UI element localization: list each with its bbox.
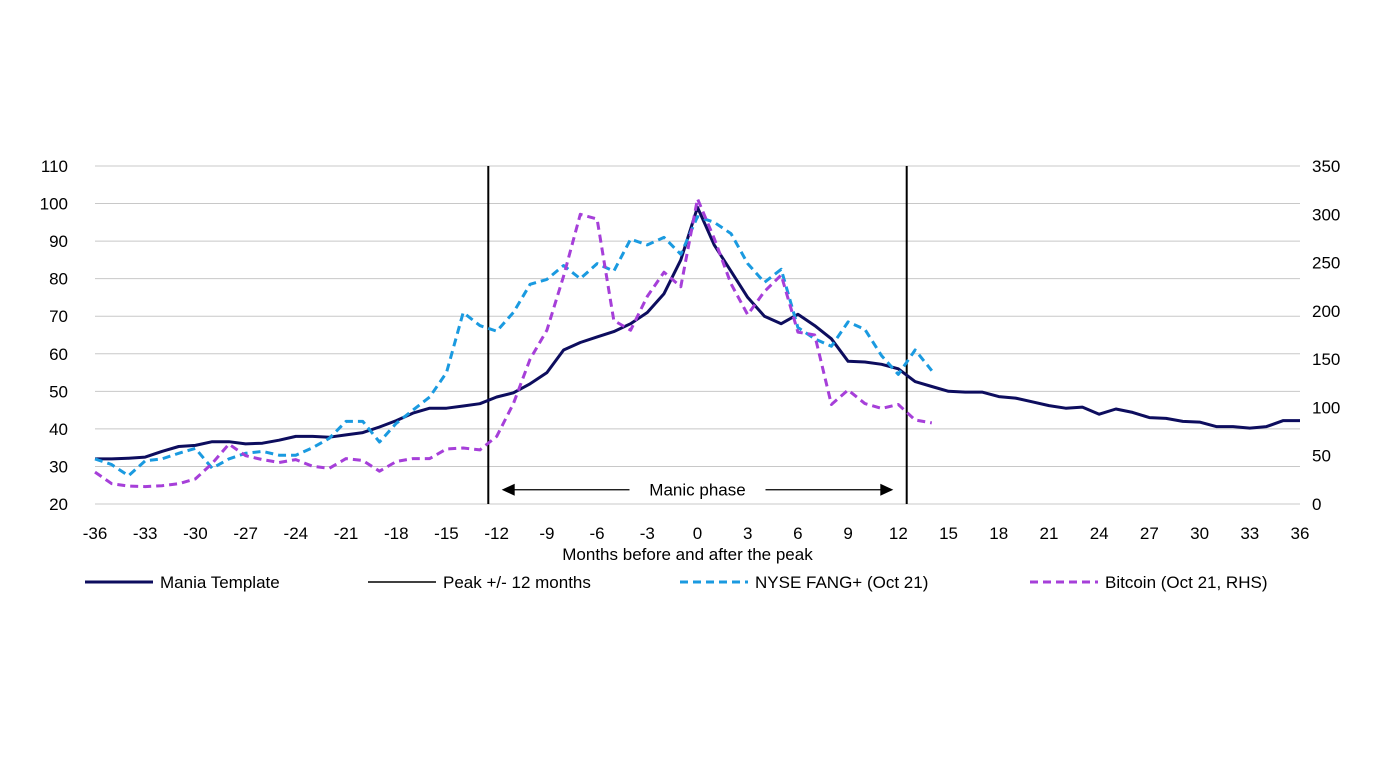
y2-tick-label: 200 (1312, 302, 1340, 321)
y-tick-label: 110 (41, 157, 68, 176)
x-tick-label: -27 (233, 524, 258, 543)
manic-phase-annotation: Manic phase (501, 477, 894, 502)
x-tick-label: 9 (843, 524, 852, 543)
x-tick-label: -24 (284, 524, 309, 543)
y-tick-label: 40 (49, 420, 68, 439)
y2-tick-label: 150 (1312, 350, 1340, 369)
x-tick-label: 12 (889, 524, 908, 543)
y2-tick-label: 0 (1312, 495, 1321, 514)
legend: Mania Template Peak +/- 12 months NYSE FAN… (85, 573, 1268, 592)
y-axis-right: 0 50 100 150 200 250 300 350 (1312, 157, 1340, 514)
legend-label: Mania Template (160, 573, 280, 592)
y-tick-label: 50 (49, 382, 68, 401)
y-tick-label: 80 (49, 270, 68, 289)
x-tick-label: 15 (939, 524, 958, 543)
x-tick-label: -33 (133, 524, 158, 543)
y-tick-label: 60 (49, 345, 68, 364)
x-tick-label: -15 (434, 524, 459, 543)
annotation-label: Manic phase (649, 481, 745, 500)
series-line-mania-template (95, 205, 1300, 461)
y2-tick-label: 350 (1312, 157, 1340, 176)
legend-label: NYSE FANG+ (Oct 21) (755, 573, 928, 592)
annotation-arrowhead-right (880, 483, 894, 496)
y-tick-label: 20 (49, 495, 68, 514)
x-axis: -36 -33 -30 -27 -24 -21 -18 -15 -12 -9 -6 -3 0 3 6 9 12 1… (83, 524, 1310, 543)
x-tick-label: 24 (1090, 524, 1109, 543)
x-tick-label: 36 (1291, 524, 1310, 543)
x-tick-label: 21 (1039, 524, 1058, 543)
x-tick-label: -18 (384, 524, 409, 543)
y2-tick-label: 250 (1312, 254, 1340, 273)
x-tick-label: -12 (484, 524, 509, 543)
annotation-arrowhead-left (501, 483, 515, 496)
y2-tick-label: 300 (1312, 205, 1340, 224)
x-axis-title: Months before and after the peak (562, 545, 813, 564)
y-tick-label: 90 (49, 232, 68, 251)
series-line-nyse-fang-oct-21 (94, 215, 933, 478)
x-tick-label: -21 (334, 524, 359, 543)
legend-label: Bitcoin (Oct 21, RHS) (1105, 573, 1268, 592)
x-tick-label: -30 (183, 524, 208, 543)
x-tick-label: 0 (693, 524, 702, 543)
y2-tick-label: 100 (1312, 398, 1340, 417)
y2-tick-label: 50 (1312, 447, 1331, 466)
y-tick-label: 100 (40, 195, 68, 214)
x-tick-label: 3 (743, 524, 752, 543)
y-axis-left: 20 30 40 50 60 70 80 90 100 110 (40, 157, 68, 514)
x-tick-label: 33 (1240, 524, 1259, 543)
series-line-bitcoin-oct-21-rhs (94, 197, 933, 489)
x-tick-label: -9 (539, 524, 554, 543)
x-tick-label: -3 (640, 524, 655, 543)
peak-window-lines (487, 166, 908, 504)
x-tick-label: 6 (793, 524, 802, 543)
y-tick-label: 30 (49, 457, 68, 476)
y-tick-label: 70 (49, 307, 68, 326)
annotation-label-background (633, 477, 762, 502)
legend-label: Peak +/- 12 months (443, 573, 591, 592)
x-tick-label: -6 (590, 524, 605, 543)
x-tick-label: 18 (989, 524, 1008, 543)
x-tick-label: 30 (1190, 524, 1209, 543)
series-lines (94, 197, 1300, 489)
x-tick-label: -36 (83, 524, 108, 543)
x-tick-label: 27 (1140, 524, 1159, 543)
